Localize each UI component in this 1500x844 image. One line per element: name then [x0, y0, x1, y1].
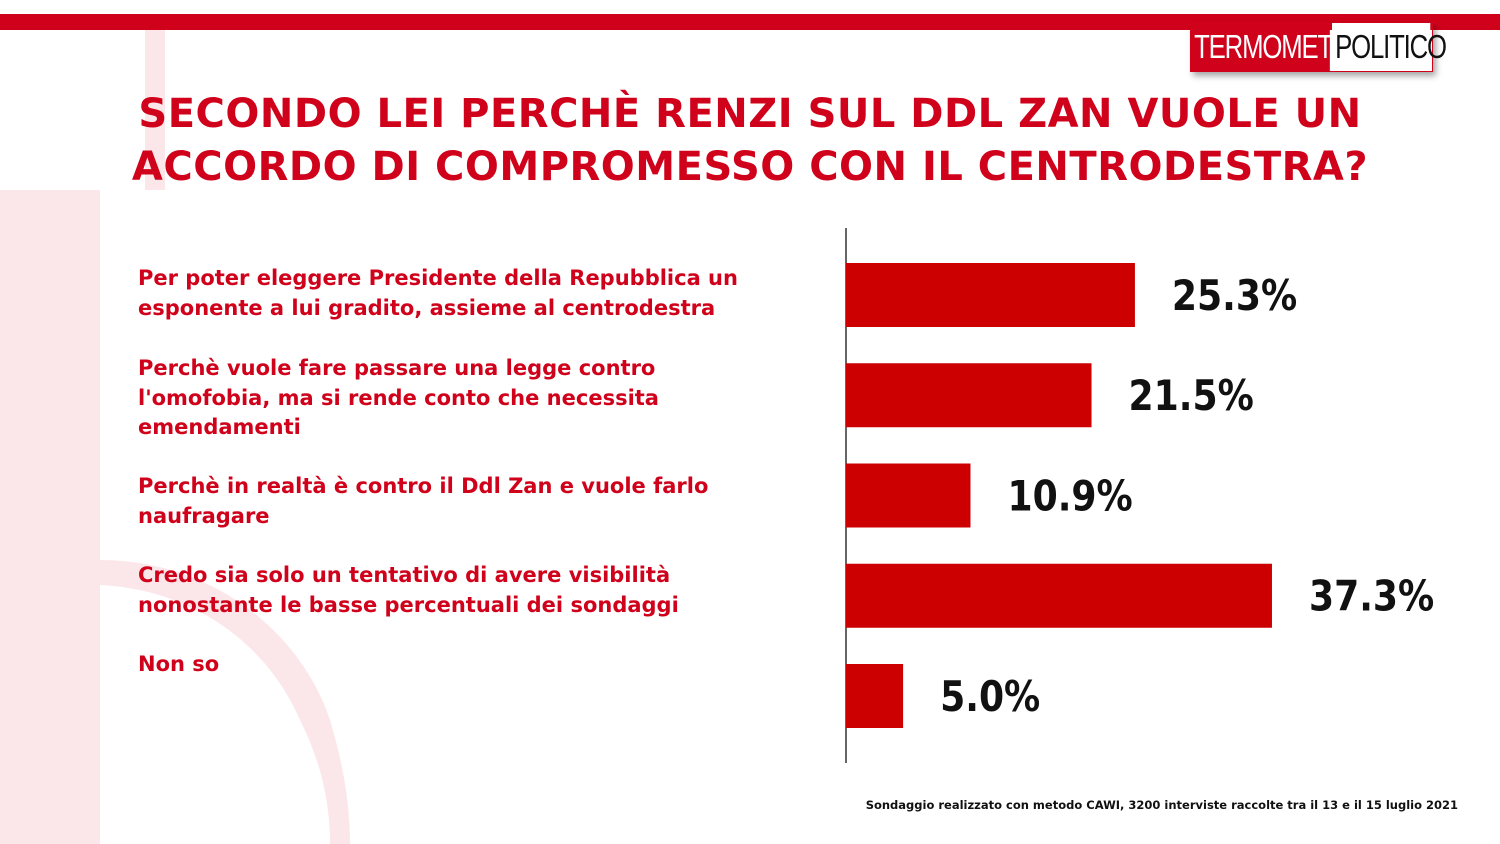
data-label-5: 5.0% — [940, 673, 1040, 721]
category-label-3-line-2: naufragare — [138, 503, 270, 528]
footnote: Sondaggio realizzato con metodo CAWI, 32… — [865, 798, 1458, 812]
category-label-1: Per poter eleggere Presidente della Repu… — [138, 264, 828, 323]
category-label-2-line-3: emendamenti — [138, 415, 301, 439]
data-label-3: 10.9% — [1007, 473, 1132, 521]
category-labels: Per poter eleggere Presidente della Repu… — [138, 0, 828, 844]
data-label-4: 37.3% — [1309, 573, 1434, 621]
category-label-3: Perchè in realtà è contro il Ddl Zan e v… — [138, 472, 828, 531]
top-accent-bar — [0, 14, 1500, 30]
chart-title-line-2: ACCORDO DI COMPROMESSO CON IL CENTRODEST… — [131, 144, 1369, 190]
category-label-2-line-2: l'omofobia, ma si rende conto che necess… — [138, 385, 659, 410]
category-label-3-line-1: Perchè in realtà è contro il Ddl Zan e v… — [138, 474, 709, 498]
bar-4 — [846, 563, 1272, 628]
category-label-2-line-1: Perchè vuole fare passare una legge cont… — [138, 356, 656, 380]
logo-text-politico: POLITICO — [1332, 23, 1447, 71]
chart-title-line-1: SECONDO LEI PERCHÈ RENZI SUL DDL ZAN VUO… — [138, 91, 1362, 137]
category-label-4-line-2: nonostante le basse percentuali dei sond… — [138, 592, 679, 617]
data-label-2: 21.5% — [1129, 373, 1254, 421]
category-label-4: Credo sia solo un tentativo di avere vis… — [138, 561, 828, 620]
category-label-2: Perchè vuole fare passare una legge cont… — [138, 354, 828, 443]
bar-3 — [846, 463, 971, 528]
bar-1 — [846, 263, 1135, 327]
category-label-4-line-1: Credo sia solo un tentativo di avere vis… — [138, 563, 671, 587]
category-label-5-line-1: Non so — [138, 652, 220, 676]
category-label-1-line-1: Per poter eleggere Presidente della Repu… — [138, 266, 738, 290]
termometro-politico-logo: TERMOMETRO POLITICO — [1190, 22, 1447, 72]
category-label-1-line-2: esponente a lui gradito, assieme al cent… — [138, 295, 716, 320]
category-label-5: Non so — [138, 650, 828, 680]
data-label-1: 25.3% — [1172, 272, 1297, 320]
logo-text-termometro: TERMOMETRO — [1191, 23, 1369, 71]
chart-title: SECONDO LEI PERCHÈ RENZI SUL DDL ZAN VUO… — [0, 88, 1500, 194]
bar-5 — [846, 664, 904, 728]
bar-2 — [846, 363, 1092, 428]
